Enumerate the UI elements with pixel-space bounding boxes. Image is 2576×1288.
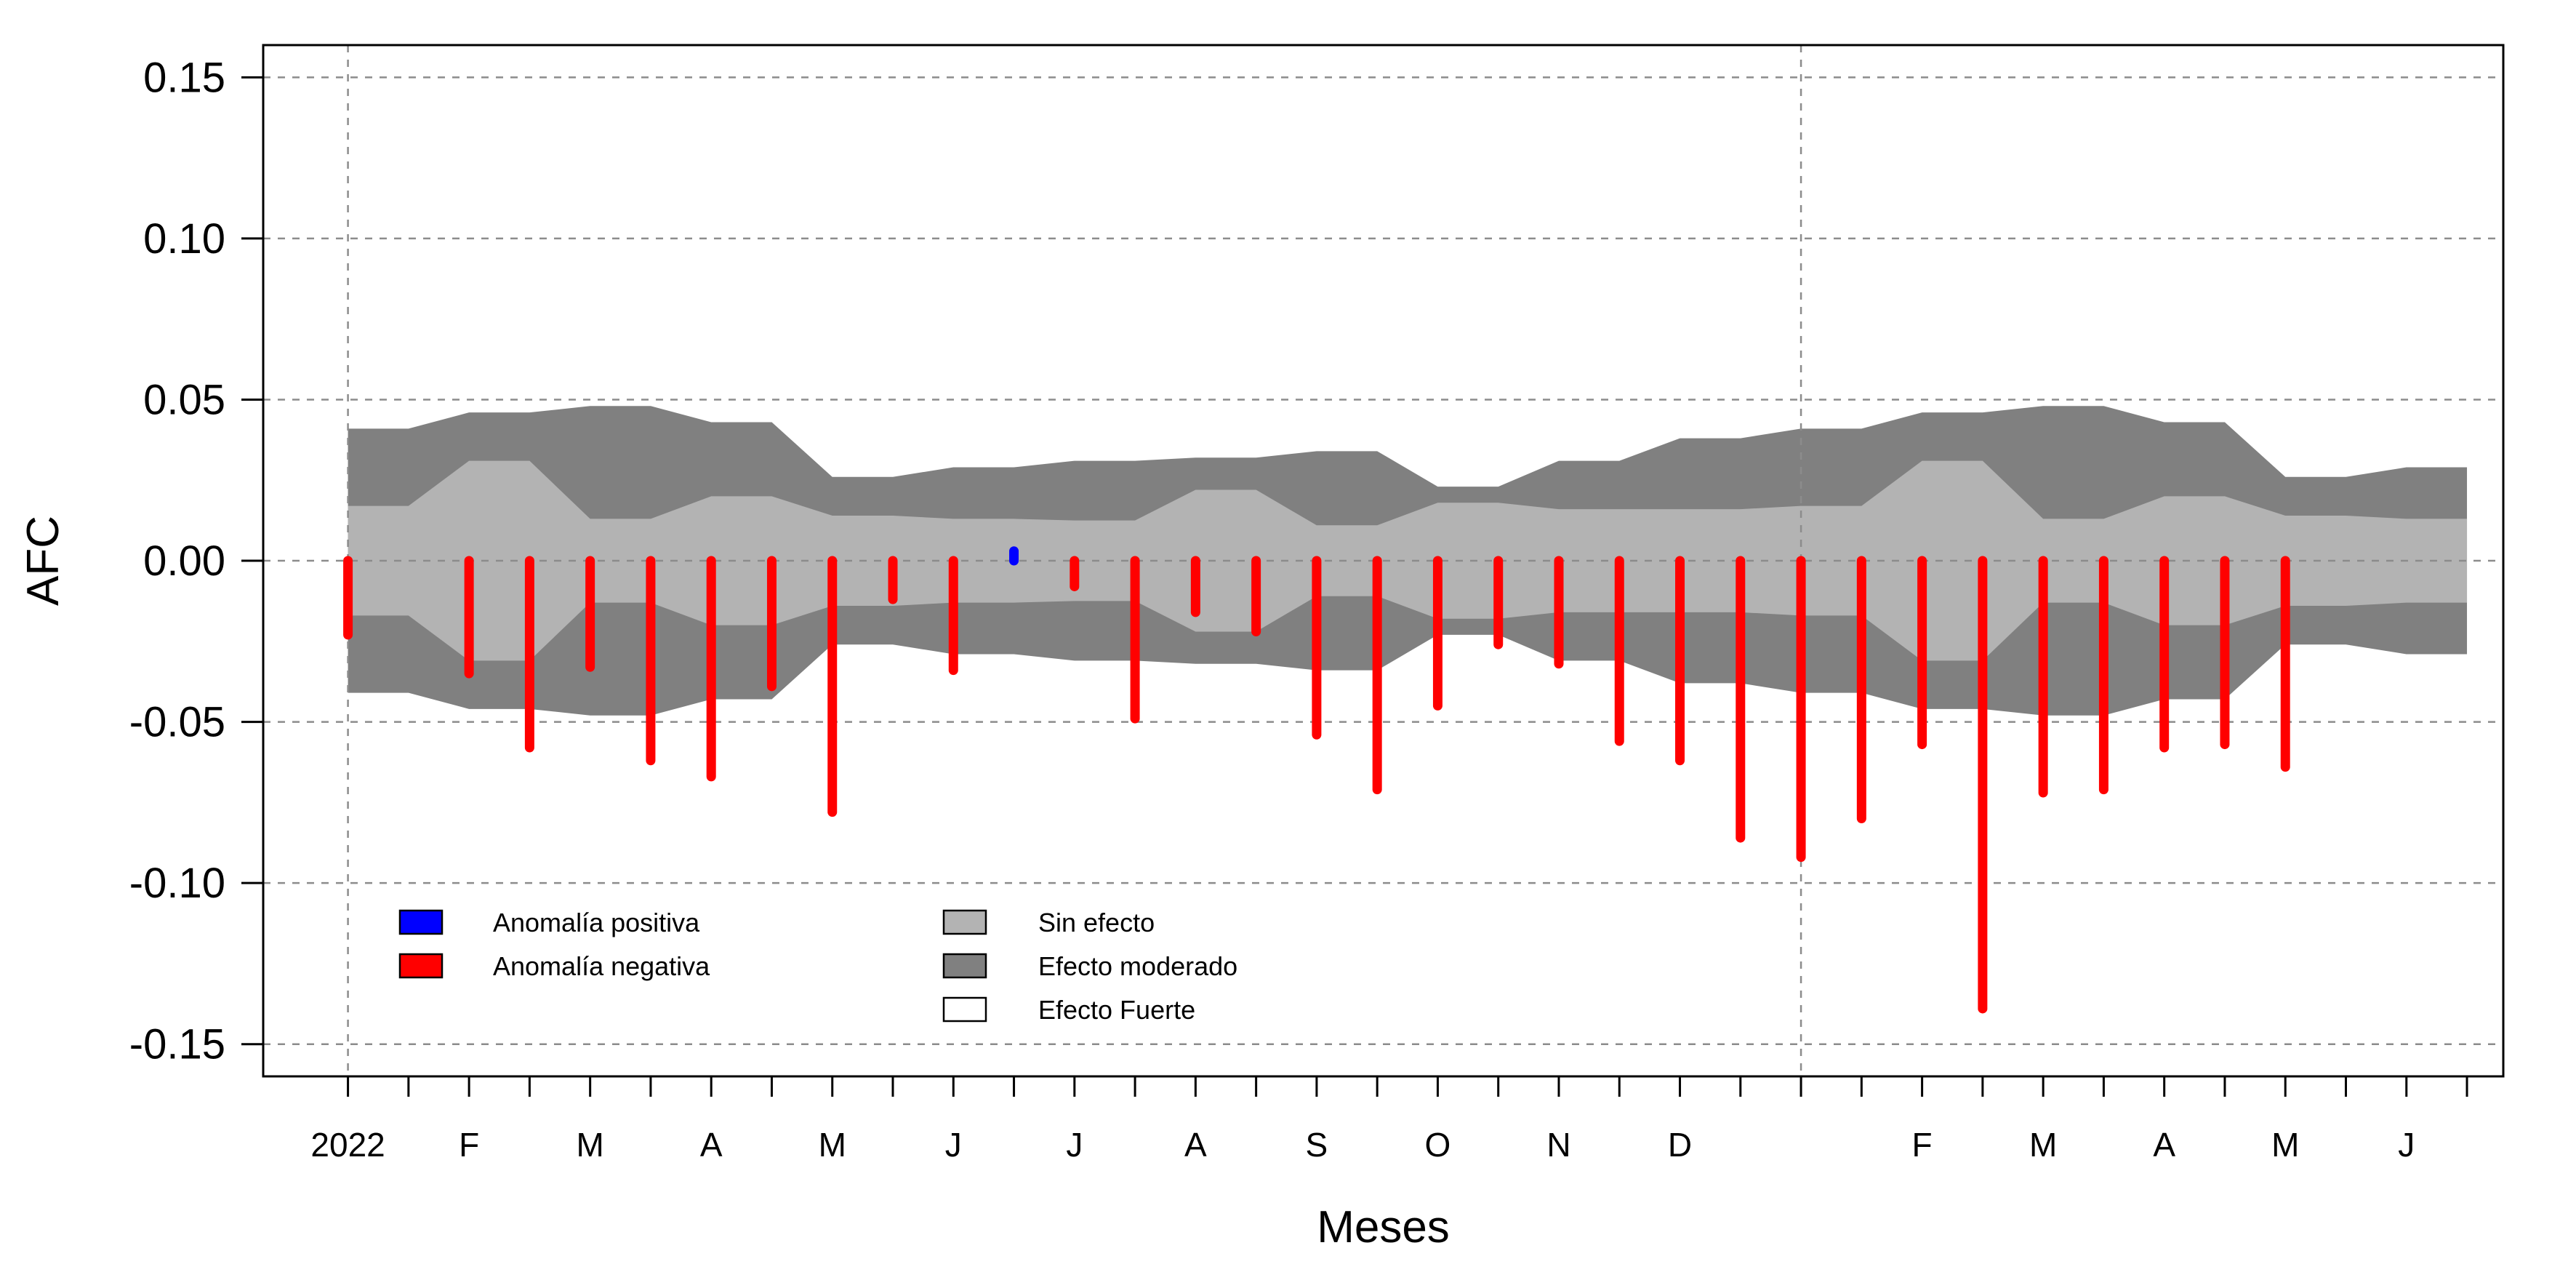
- x-tick-label: S: [1306, 1126, 1328, 1164]
- x-tick-label: O: [1425, 1126, 1451, 1164]
- legend-swatch: [942, 996, 987, 1023]
- y-tick-label: -0.10: [129, 860, 225, 907]
- anomaly-bars: [343, 546, 2290, 1014]
- x-tick-label: D: [1668, 1126, 1692, 1164]
- y-tick-label: 0.05: [143, 376, 225, 423]
- x-tick-label: A: [700, 1126, 723, 1164]
- x-tick-label: M: [2271, 1126, 2299, 1164]
- y-tick-label: -0.05: [129, 699, 225, 746]
- y-axis: 0.15 0.10 0.05 0.00 -0.05 -0.10 -0.15: [129, 54, 263, 1068]
- y-tick-label: 0.10: [143, 215, 225, 263]
- x-tick-label: F: [1912, 1126, 1933, 1164]
- effect-bands: [348, 406, 2468, 716]
- x-tick-label: J: [945, 1126, 962, 1164]
- x-tick-label: M: [2029, 1126, 2057, 1164]
- legend-swatch: [398, 953, 444, 979]
- legend-label: Anomalía negativa: [493, 951, 710, 981]
- legend-swatch: [942, 909, 987, 935]
- legend-label: Efecto moderado: [1038, 951, 1237, 981]
- x-tick-label: 2022: [310, 1126, 385, 1164]
- legend-swatch: [398, 909, 444, 935]
- x-axis: 2022 F M A M J J A S O N D F M A M J: [310, 1076, 2468, 1164]
- band-sin-efecto: [348, 460, 2468, 661]
- legend: Anomalía positiva Anomalía negativa Sin ef…: [398, 908, 1237, 1025]
- legend-label: Efecto Fuerte: [1038, 995, 1195, 1025]
- x-tick-label: F: [459, 1126, 479, 1164]
- legend-label: Sin efecto: [1038, 908, 1155, 937]
- y-tick-label: 0.15: [143, 54, 225, 101]
- x-tick-label: J: [1066, 1126, 1083, 1164]
- x-tick-label: J: [2398, 1126, 2415, 1164]
- legend-swatch: [942, 953, 987, 979]
- legend-label: Anomalía positiva: [493, 908, 700, 937]
- x-tick-label: A: [2153, 1126, 2175, 1164]
- grid-lines: [263, 45, 2503, 1076]
- x-tick-label: M: [576, 1126, 603, 1164]
- x-tick-label: N: [1546, 1126, 1570, 1164]
- y-axis-title: AFC: [18, 516, 68, 606]
- y-tick-label: -0.15: [129, 1021, 225, 1068]
- x-axis-title: Meses: [1317, 1202, 1450, 1252]
- x-tick-label: M: [819, 1126, 846, 1164]
- y-tick-label: 0.00: [143, 537, 225, 585]
- x-tick-label: A: [1184, 1126, 1207, 1164]
